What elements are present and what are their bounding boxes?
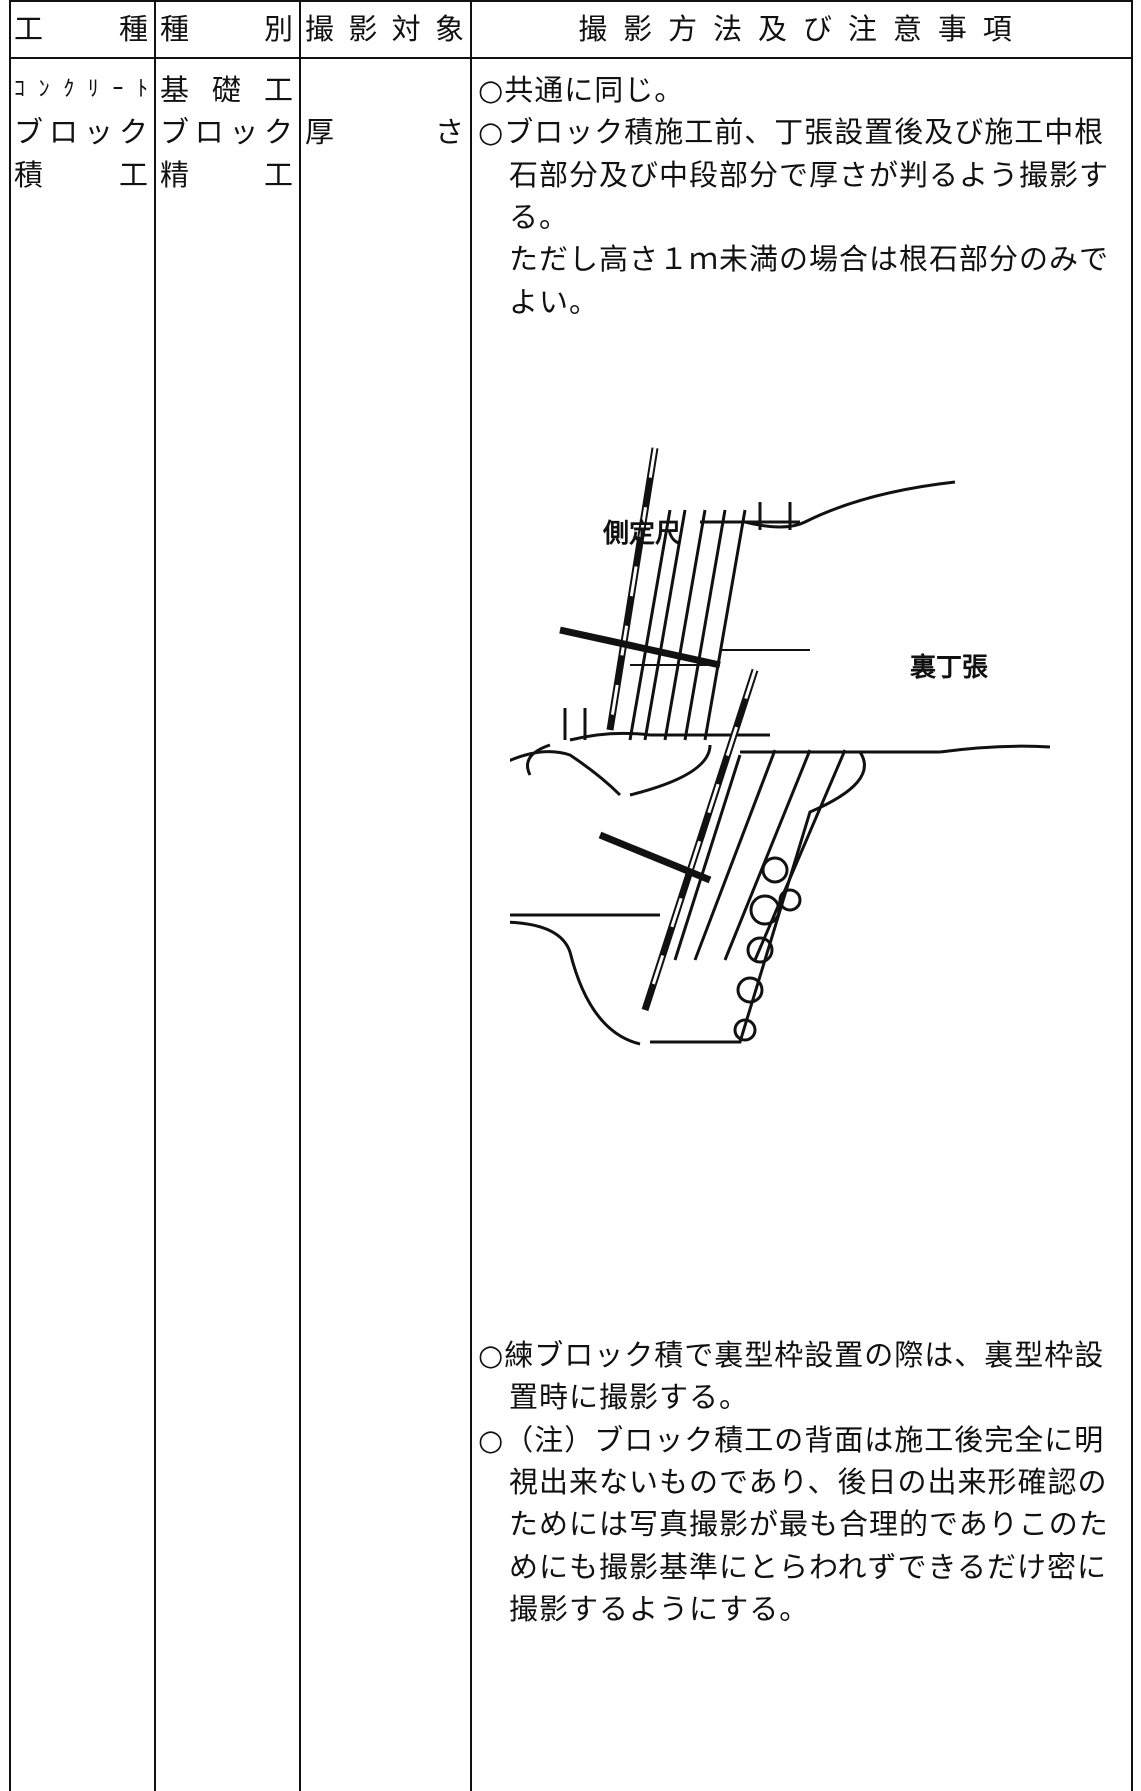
header-cell: 工種 (14, 12, 148, 46)
header-cell: 撮影方法及び注意事項 (578, 12, 1028, 46)
note-line: ○練ブロック積で裏型枠設置の際は、裏型枠設 (478, 1338, 1105, 1372)
table-border (9, 0, 11, 1791)
note-line: 視出来ないものであり、後日の出来形確認の (509, 1464, 1108, 1499)
table-border (9, 57, 1133, 59)
header-cell: 種別 (160, 12, 293, 46)
figure-label: 側定尺 (603, 519, 682, 549)
note-line: 石部分及び中段部分で厚さが判るよう撮影す (509, 157, 1110, 192)
table-border (299, 0, 301, 1791)
table-border (1131, 0, 1133, 1791)
note-line: ○共通に同じ。 (478, 73, 685, 107)
note-line: る。 (509, 199, 570, 234)
note-line: ○ブロック積施工前、丁張設置後及び施工中根 (478, 115, 1105, 150)
note-line: ためには写真撮影が最も合理的でありこのた (509, 1507, 1109, 1542)
category: ブロック (160, 115, 293, 149)
header-cell: 撮影対象 (305, 12, 464, 46)
note-line: 撮影するようにする。 (509, 1591, 810, 1626)
note-line: よい。 (509, 284, 600, 319)
work-type: 積工 (14, 158, 148, 192)
table-border (470, 0, 472, 1791)
category: 基礎工 (160, 73, 293, 107)
work-type: ブロック (14, 115, 148, 149)
table-border (9, 0, 1133, 2)
note-line: めにも撮影基準にとらわれずできるだけ密に (509, 1549, 1107, 1584)
work-type: ｺﾝｸﾘｰﾄ (14, 77, 148, 102)
target: 厚さ (305, 115, 464, 149)
figure-label: 裏丁張 (910, 653, 989, 683)
table-border (154, 0, 156, 1791)
note-line: ○（注）ブロック積工の背面は施工後完全に明 (478, 1422, 1105, 1457)
note-line: ただし高さ１ｍ未満の場合は根石部分のみで (509, 242, 1110, 277)
figure (510, 447, 1051, 1046)
note-line: 置時に撮影する。 (509, 1380, 750, 1415)
category: 精工 (160, 158, 293, 192)
